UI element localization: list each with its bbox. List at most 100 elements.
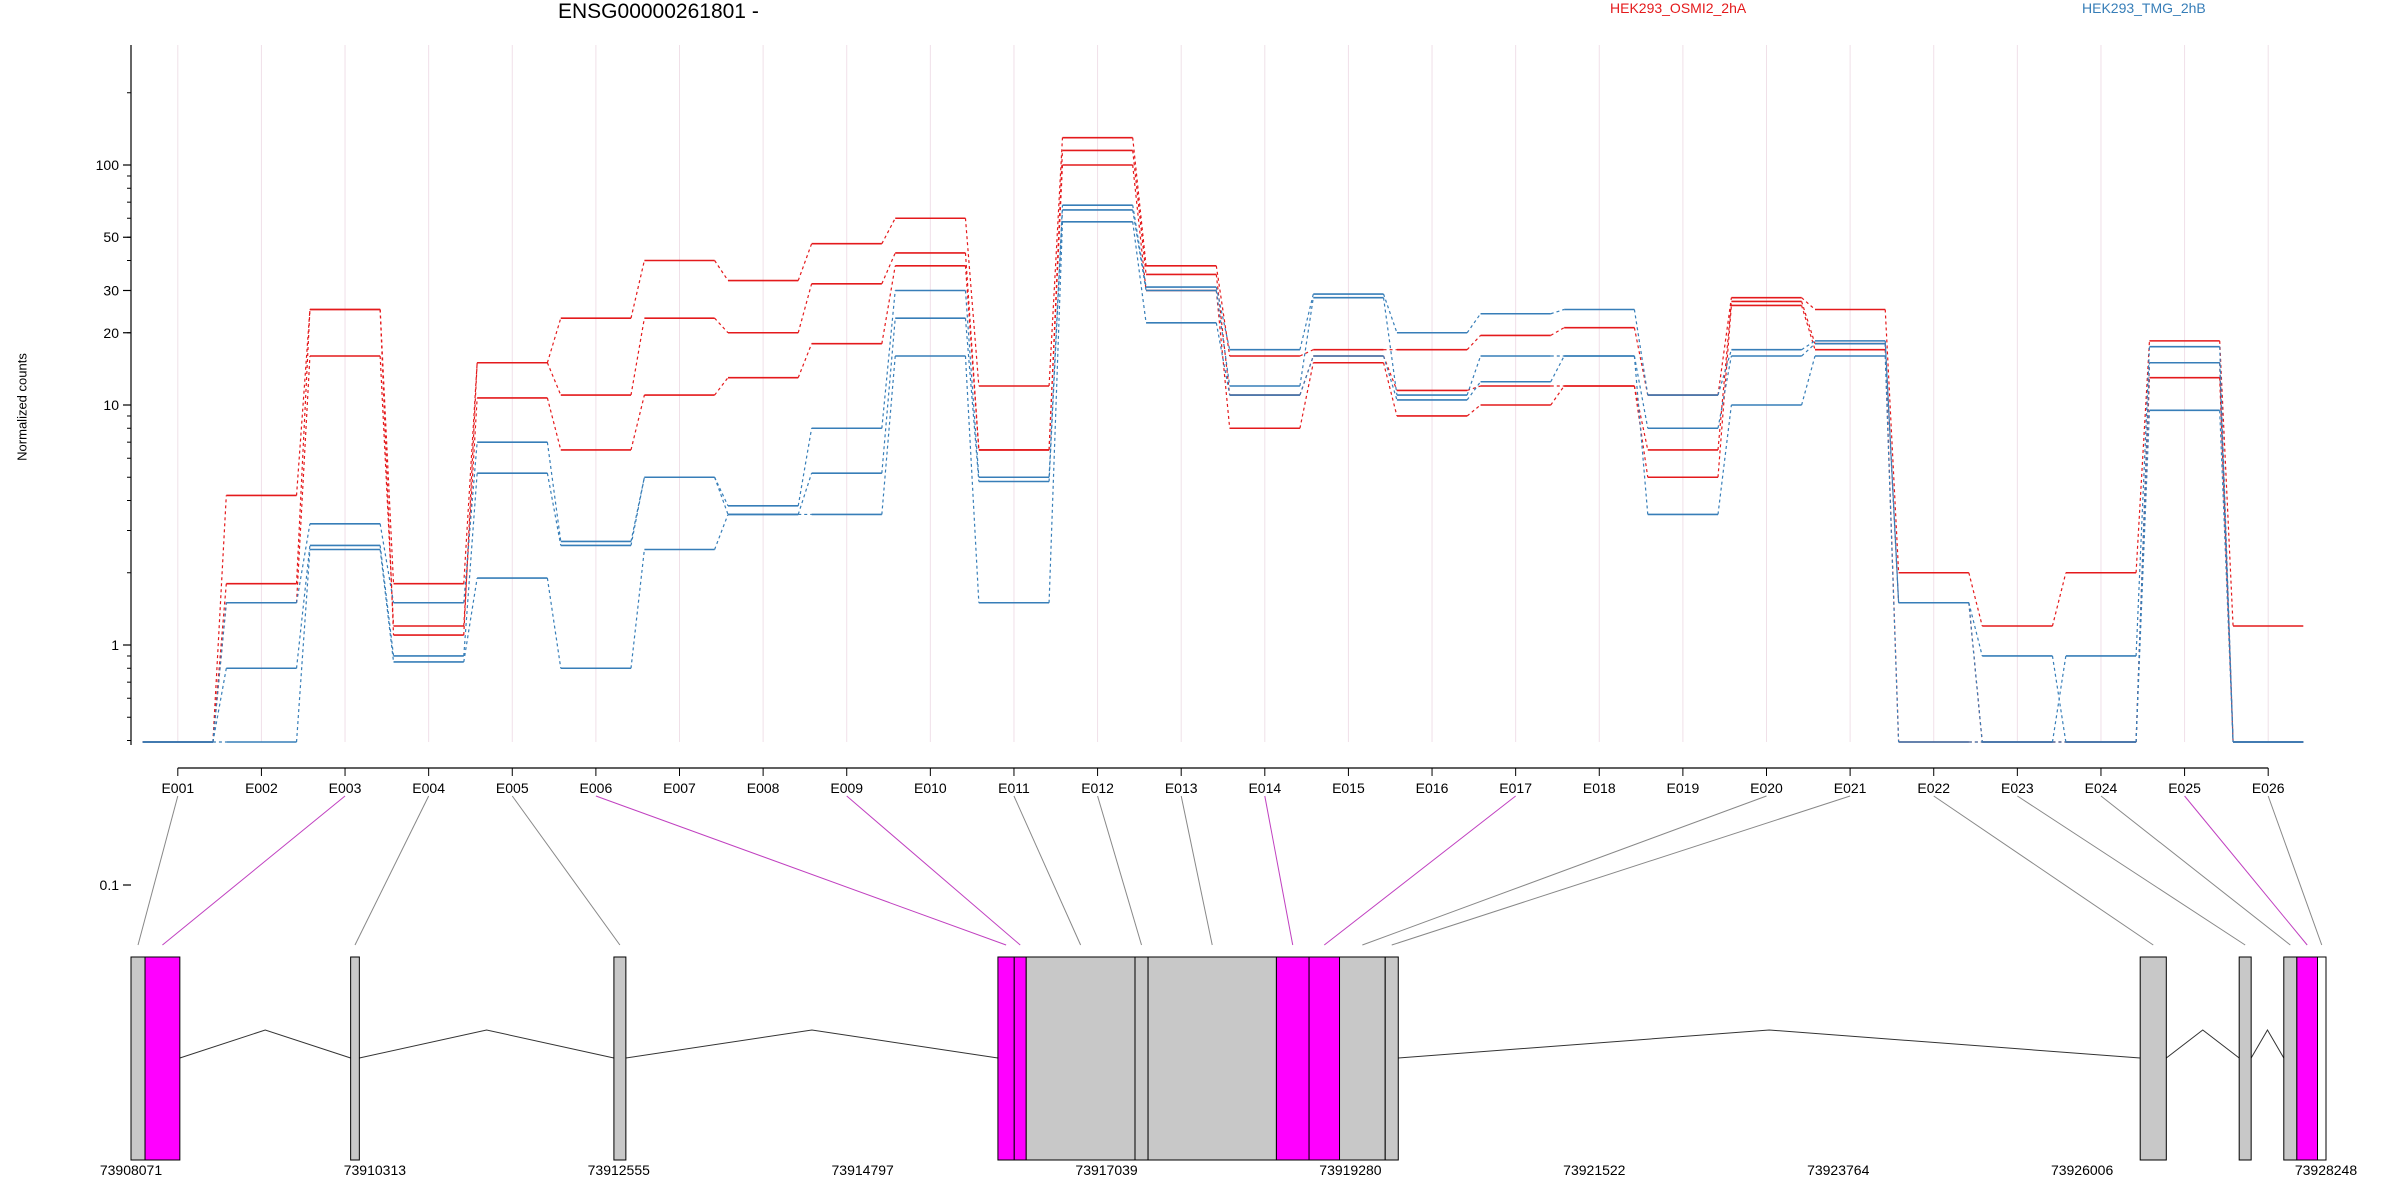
x-tick-label: E006 <box>580 780 613 796</box>
series-connector <box>1884 340 1900 603</box>
exon-block <box>2238 956 2252 1161</box>
series-connector <box>2135 346 2151 657</box>
series-connector <box>881 355 896 515</box>
series-connector <box>546 362 562 396</box>
y-tick-label: 50 <box>103 229 119 245</box>
series-connector <box>881 290 896 429</box>
series-connector <box>295 545 311 669</box>
x-tick-label: E003 <box>329 780 362 796</box>
series-connector <box>1633 385 1649 478</box>
series-connector <box>295 523 311 603</box>
series-connector <box>1382 355 1398 391</box>
series-connector <box>2135 340 2151 573</box>
x-tick-label: E019 <box>1667 780 1700 796</box>
series-connector <box>630 549 645 669</box>
x-tick-label: E017 <box>1499 780 1532 796</box>
exon-connector <box>1180 795 1213 946</box>
series-connector <box>2135 410 2151 743</box>
series-connector <box>379 549 395 663</box>
intron-line <box>2250 1029 2285 1059</box>
series-connector <box>1633 355 1649 429</box>
exon-block <box>997 956 1015 1161</box>
series-connector <box>546 442 562 542</box>
coordinate-label: 73919280 <box>1319 1162 1382 1178</box>
series-connector <box>295 355 311 603</box>
exon-connector <box>2100 795 2291 946</box>
series-connector <box>1633 309 1649 396</box>
series-connector <box>463 397 478 627</box>
series-connector <box>1466 313 1482 334</box>
series-connector <box>546 473 562 546</box>
series-connector <box>1299 297 1314 387</box>
series-connector <box>1466 385 1481 392</box>
series-connector <box>1717 355 1732 429</box>
x-tick-label: E009 <box>830 780 863 796</box>
series-connector <box>964 265 980 450</box>
series-connector <box>1382 297 1398 396</box>
x-tick-label: E014 <box>1248 780 1281 796</box>
x-tick-label: E008 <box>747 780 780 796</box>
x-tick-label: E023 <box>2001 780 2034 796</box>
x-tick-label: E016 <box>1416 780 1449 796</box>
coordinate-label: 73917039 <box>1075 1162 1138 1178</box>
exon-block <box>1013 956 1027 1161</box>
series-connector <box>1717 297 1732 396</box>
series-connector <box>212 495 227 743</box>
x-tick-label: E005 <box>496 780 529 796</box>
series-connector <box>379 355 395 627</box>
series-connector <box>1215 322 1231 396</box>
exon-connector <box>1013 795 1082 946</box>
exon-connector <box>2267 795 2323 946</box>
series-connector <box>1382 293 1398 333</box>
exon-connector <box>2017 795 2246 946</box>
exon-block <box>1384 956 1399 1161</box>
x-tick-label: E024 <box>2085 780 2118 796</box>
y-tick-label: 20 <box>103 325 119 341</box>
exon-block <box>2296 956 2319 1161</box>
series-connector <box>1550 308 1565 315</box>
series-connector <box>1132 221 1147 323</box>
series-connector <box>212 602 227 743</box>
exon-block <box>144 956 181 1161</box>
series-connector <box>2219 340 2234 627</box>
exon-block <box>1025 956 1136 1161</box>
coordinate-label: 73908071 <box>100 1162 163 1178</box>
series-connector <box>1550 385 1565 406</box>
series-connector <box>714 477 729 515</box>
series-connector <box>463 578 478 663</box>
series-connector <box>1633 355 1649 515</box>
series-connector <box>1801 297 1816 310</box>
series-connector <box>1466 355 1482 396</box>
intron-line <box>1398 1029 2141 1059</box>
coordinate-label: 73910313 <box>344 1162 407 1178</box>
x-tick-label: E021 <box>1834 780 1867 796</box>
x-tick-label: E012 <box>1081 780 1114 796</box>
exon-block <box>1147 956 1277 1161</box>
exon-connector <box>1323 795 1516 946</box>
exon-connector <box>1362 795 1767 946</box>
series-connector <box>1299 349 1314 357</box>
x-tick-label: E010 <box>914 780 947 796</box>
x-tick-label: E015 <box>1332 780 1365 796</box>
series-connector <box>1132 150 1147 275</box>
x-tick-label: E013 <box>1165 780 1198 796</box>
series-connector <box>630 260 645 319</box>
exon-block <box>350 956 360 1161</box>
series-connector <box>1466 404 1481 417</box>
series-connector <box>1466 381 1482 401</box>
x-tick-label: E002 <box>245 780 278 796</box>
series-connector <box>546 318 562 363</box>
series-connector <box>379 309 395 584</box>
series-connector <box>1299 293 1314 350</box>
series-connector <box>463 442 478 603</box>
series-connector <box>295 309 311 496</box>
series-connector <box>1717 404 1732 515</box>
series-connector <box>881 265 896 344</box>
series-connector <box>1801 301 1816 344</box>
x-tick-label: E004 <box>412 780 445 796</box>
series-connector <box>714 514 729 550</box>
y-tick-label: 100 <box>96 157 120 173</box>
series-connector <box>1717 349 1732 396</box>
y-tick-label: 10 <box>103 397 119 413</box>
exon-block <box>2317 956 2327 1161</box>
